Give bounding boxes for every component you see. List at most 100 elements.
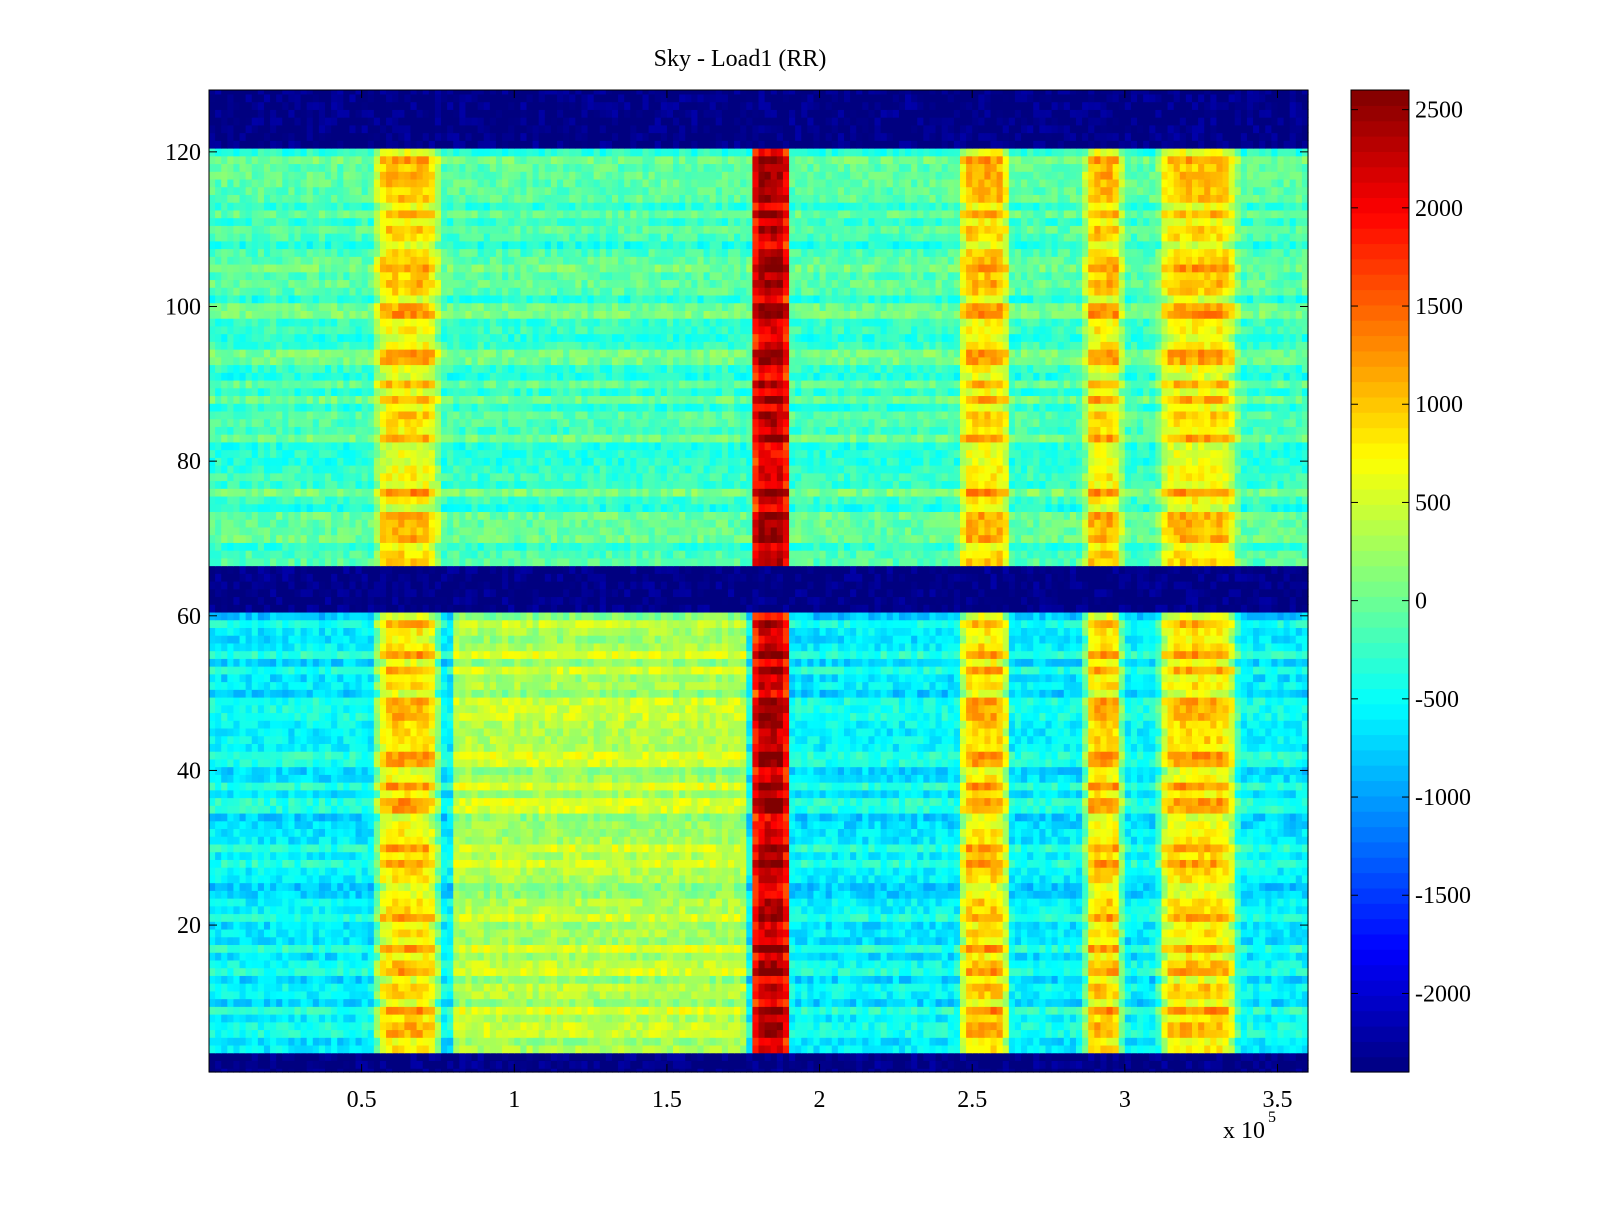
heatmap-cell (453, 991, 460, 999)
heatmap-cell (862, 883, 869, 891)
heatmap-cell (679, 913, 686, 921)
heatmap-cell (1052, 1006, 1059, 1014)
heatmap-cell (1180, 960, 1187, 968)
heatmap-cell (813, 952, 820, 960)
heatmap-cell (1271, 890, 1278, 898)
heatmap-cell (991, 929, 998, 937)
heatmap-cell (759, 960, 766, 968)
heatmap-cell (478, 968, 485, 976)
heatmap-cell (307, 1053, 314, 1061)
heatmap-cell (508, 1006, 515, 1014)
heatmap-cell (612, 890, 619, 898)
heatmap-cell (484, 1053, 491, 1061)
heatmap-cell (429, 1037, 436, 1045)
heatmap-cell (1088, 929, 1095, 937)
heatmap-cell (783, 867, 790, 875)
heatmap-cell (447, 968, 454, 976)
heatmap-cell (1094, 890, 1101, 898)
heatmap-cell (972, 929, 979, 937)
heatmap-cell (233, 898, 240, 906)
heatmap-cell (1210, 898, 1217, 906)
heatmap-cell (630, 1045, 637, 1053)
heatmap-cell (233, 968, 240, 976)
heatmap-cell (997, 1014, 1004, 1022)
heatmap-cell (966, 975, 973, 983)
heatmap-cell (966, 1006, 973, 1014)
heatmap-cell (588, 906, 595, 914)
heatmap-cell (1100, 913, 1107, 921)
heatmap-cell (240, 898, 247, 906)
heatmap-cell (1259, 937, 1266, 945)
heatmap-cell (533, 952, 540, 960)
heatmap-cell (441, 968, 448, 976)
heatmap-cell (1168, 890, 1175, 898)
heatmap-cell (478, 937, 485, 945)
heatmap-cell (319, 913, 326, 921)
heatmap-cell (221, 913, 228, 921)
heatmap-cell (307, 983, 314, 991)
heatmap-cell (948, 1006, 955, 1014)
heatmap-cell (569, 960, 576, 968)
heatmap-cell (1015, 883, 1022, 891)
heatmap-cell (459, 1060, 466, 1068)
heatmap-cell (1155, 937, 1162, 945)
heatmap-cell (1265, 1014, 1272, 1022)
heatmap-cell (984, 859, 991, 867)
heatmap-cell (429, 975, 436, 983)
heatmap-cell (746, 968, 753, 976)
heatmap-cell (496, 1014, 503, 1022)
heatmap-cell (1107, 1060, 1114, 1068)
heatmap-cell (1058, 968, 1065, 976)
heatmap-cell (1296, 937, 1303, 945)
heatmap-cell (679, 937, 686, 945)
heatmap-cell (325, 937, 332, 945)
heatmap-chart: Sky - Load1 (RR) 0.5 1 1.5 2 2.5 3 3.5 2040608… (0, 0, 1600, 1200)
heatmap-cell (832, 875, 839, 883)
heatmap-cell (386, 952, 393, 960)
heatmap-cell (777, 859, 784, 867)
heatmap-cell (337, 975, 344, 983)
heatmap-cell (997, 968, 1004, 976)
heatmap-cell (722, 906, 729, 914)
heatmap-cell (490, 983, 497, 991)
heatmap-cell (917, 1060, 924, 1068)
heatmap-cell (899, 875, 906, 883)
heatmap-cell (502, 1014, 509, 1022)
heatmap-cell (1015, 1014, 1022, 1022)
heatmap-cell (1003, 937, 1010, 945)
heatmap-cell (929, 999, 936, 1007)
heatmap-cell (398, 991, 405, 999)
heatmap-cell (1174, 944, 1181, 952)
heatmap-cell (490, 1045, 497, 1053)
heatmap-cell (649, 921, 656, 929)
heatmap-cell (942, 883, 949, 891)
heatmap-cell (1168, 975, 1175, 983)
heatmap-cell (673, 867, 680, 875)
heatmap-cell (1070, 921, 1077, 929)
heatmap-cell (759, 975, 766, 983)
heatmap-cell (1045, 975, 1052, 983)
heatmap-cell (984, 1029, 991, 1037)
heatmap-cell (294, 983, 301, 991)
heatmap-cell (722, 968, 729, 976)
heatmap-cell (1076, 867, 1083, 875)
heatmap-cell (313, 921, 320, 929)
heatmap-cell (533, 1022, 540, 1030)
heatmap-cell (954, 991, 961, 999)
heatmap-cell (978, 1006, 985, 1014)
heatmap-cell (899, 929, 906, 937)
heatmap-cell (893, 1022, 900, 1030)
heatmap-cell (630, 999, 637, 1007)
heatmap-cell (581, 968, 588, 976)
heatmap-cell (508, 906, 515, 914)
heatmap-cell (496, 906, 503, 914)
heatmap-cell (679, 906, 686, 914)
heatmap-cell (575, 1014, 582, 1022)
heatmap-cell (1149, 960, 1156, 968)
heatmap-cell (1082, 867, 1089, 875)
heatmap-cell (618, 1037, 625, 1045)
heatmap-cell (746, 859, 753, 867)
heatmap-cell (716, 968, 723, 976)
heatmap-cell (1198, 991, 1205, 999)
heatmap-cell (789, 859, 796, 867)
